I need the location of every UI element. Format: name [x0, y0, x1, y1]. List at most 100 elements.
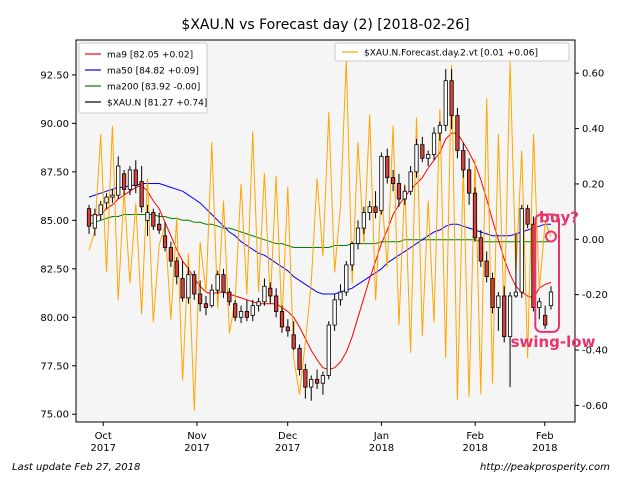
y-left-tick-label: 92.50 — [40, 70, 69, 81]
swing-low-marker-box — [534, 213, 560, 333]
candle-body — [455, 115, 460, 151]
candle-body — [548, 291, 554, 307]
candle-body — [414, 144, 419, 173]
y-left-tick-label: 85.00 — [40, 216, 69, 227]
y-right-tick-label: 0.40 — [582, 124, 604, 135]
candle-body — [490, 278, 495, 308]
candle-body — [157, 223, 162, 231]
candle-body — [215, 274, 220, 291]
candle-body — [385, 155, 390, 179]
candle-body — [98, 204, 103, 215]
y-left-tick-label: 82.50 — [40, 264, 69, 275]
candle-body — [209, 289, 214, 307]
candle-body — [361, 212, 366, 229]
x-tick-label: Feb — [466, 431, 484, 442]
x-tick-label: Dec — [278, 431, 297, 442]
candle-body — [543, 314, 548, 326]
y-right-tick-label: -0.60 — [582, 401, 608, 412]
candle-body — [332, 299, 337, 326]
candle-body — [431, 132, 437, 155]
y-right-tick-label: -0.40 — [582, 346, 608, 357]
candle-body — [250, 305, 255, 316]
candle-body — [449, 80, 454, 117]
candle-body — [233, 303, 238, 318]
candle-body — [513, 291, 519, 297]
footer-last-update: Last update Feb 27, 2018 — [12, 462, 141, 473]
x-tick-label: Jan — [373, 431, 389, 442]
candle-body — [496, 295, 501, 308]
candle-body — [92, 214, 97, 229]
candle-body — [268, 287, 273, 297]
candle-body — [274, 295, 279, 312]
x-tick-year-label: 2017 — [90, 443, 115, 454]
candle-body — [192, 274, 197, 295]
candle-body — [133, 169, 138, 186]
y-right-tick-label: 0.60 — [582, 69, 604, 80]
candle-body — [437, 124, 442, 134]
x-tick-year-label: 2018 — [369, 443, 394, 454]
candle-body — [244, 311, 249, 318]
candle-body — [467, 169, 472, 194]
candle-body — [203, 303, 209, 308]
candle-body — [180, 278, 185, 299]
candle-body — [116, 165, 121, 196]
chart-title: $XAU.N vs Forecast day (2) [2018-02-26] — [181, 17, 469, 33]
candle-body — [396, 183, 402, 200]
candle-body — [198, 293, 203, 305]
annotation-swing-low: swing-low — [511, 333, 596, 351]
candle-body — [537, 301, 542, 308]
legend-entry: ma9 [82.05 +0.02] — [107, 51, 193, 61]
candle-body — [127, 169, 133, 190]
candle-body — [367, 206, 372, 213]
candle-body — [355, 227, 361, 245]
x-tick-year-label: 2017 — [184, 443, 209, 454]
candle-body — [326, 324, 331, 376]
candle-body — [110, 194, 115, 198]
candle-body — [86, 208, 92, 227]
candle-body — [420, 144, 425, 159]
legend-right-box — [334, 42, 570, 62]
legend-entry: ma200 [83.92 -0.00] — [107, 83, 200, 93]
buy-marker-circle — [545, 230, 557, 243]
candle-body — [338, 291, 343, 301]
candle-body — [391, 177, 396, 184]
y-left-tick-label: 90.00 — [40, 119, 69, 130]
candle-body — [344, 264, 349, 293]
candle-body — [256, 301, 261, 307]
candle-body — [186, 274, 191, 299]
candle-body — [262, 285, 267, 303]
candle-body — [478, 237, 483, 262]
candle-body — [279, 311, 285, 328]
candle-body — [104, 196, 109, 204]
candle-body — [227, 291, 232, 303]
candle-body — [379, 155, 384, 212]
candle-body — [472, 192, 478, 239]
candle-body — [314, 378, 320, 384]
candle-body — [309, 378, 314, 388]
candle-body — [519, 208, 524, 293]
x-tick-label: Nov — [187, 431, 207, 442]
candle-body — [121, 173, 127, 190]
candle-body — [238, 311, 244, 318]
candle-body — [350, 243, 355, 266]
candle-body — [285, 326, 290, 332]
candle-body — [402, 190, 407, 200]
candle-body — [408, 171, 413, 192]
candle-body — [303, 369, 308, 388]
x-tick-label: Oct — [95, 431, 112, 442]
candle-body — [507, 295, 513, 338]
candle-body — [145, 212, 150, 221]
ma200-line — [88, 214, 551, 248]
y-right-tick-label: 0.20 — [582, 179, 604, 190]
y-right-tick-label: 0.00 — [582, 235, 604, 246]
x-tick-year-label: 2018 — [462, 443, 487, 454]
candle-body — [139, 181, 144, 208]
candle-body — [426, 154, 431, 159]
legend-entry: ma50 [84.82 +0.09] — [107, 67, 199, 77]
candle-body — [443, 80, 448, 126]
y-right-tick-label: -0.20 — [582, 290, 608, 301]
candle-body — [168, 247, 173, 262]
candle-body — [484, 260, 489, 277]
y-left-tick-label: 80.00 — [40, 313, 69, 324]
x-tick-label: Feb — [536, 431, 554, 442]
